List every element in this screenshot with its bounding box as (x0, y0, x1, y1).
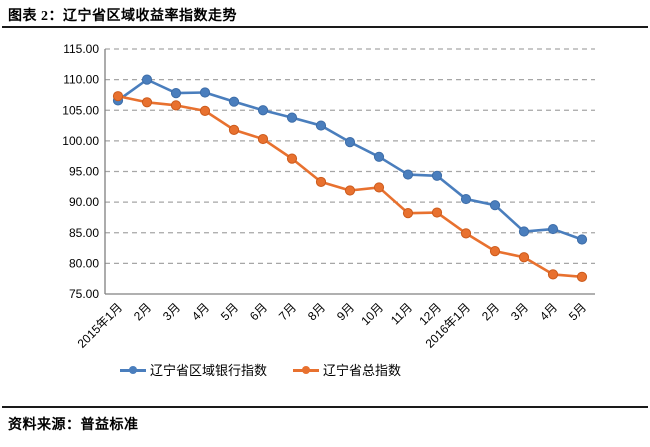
legend-label-regional-bank-index: 辽宁省区域银行指数 (150, 363, 268, 378)
source-note: 资料来源：普益标准 (8, 418, 139, 433)
axes (104, 49, 595, 295)
svg-text:9月: 9月 (334, 300, 357, 323)
series-regional-bank-index (112, 74, 588, 245)
svg-text:2015年1月: 2015年1月 (75, 300, 125, 350)
bottom-divider (2, 406, 648, 408)
svg-text:75.00: 75.00 (69, 287, 99, 301)
svg-text:5月: 5月 (566, 300, 589, 323)
svg-text:3月: 3月 (508, 300, 531, 323)
y-axis-labels: 115.00 110.00 105.00 100.00 95.00 90.00 85.00 8… (62, 42, 99, 301)
svg-text:5月: 5月 (218, 300, 241, 323)
svg-text:100.00: 100.00 (62, 134, 99, 148)
series-total-index (112, 91, 588, 282)
svg-text:8月: 8月 (305, 300, 328, 323)
top-divider (2, 26, 648, 28)
line-dot-marker-icon (293, 365, 320, 375)
legend-item-regional-bank-index: 辽宁省区域银行指数 (120, 360, 267, 379)
svg-text:105.00: 105.00 (62, 103, 99, 117)
svg-text:110.00: 110.00 (63, 73, 99, 87)
svg-text:85.00: 85.00 (69, 226, 99, 240)
svg-text:80.00: 80.00 (69, 256, 99, 270)
legend-item-total-index: 辽宁省总指数 (293, 360, 401, 379)
chart-legend: 辽宁省区域银行指数 辽宁省总指数 (120, 360, 401, 379)
svg-text:95.00: 95.00 (69, 165, 99, 179)
svg-text:11月: 11月 (388, 300, 415, 327)
svg-text:2月: 2月 (479, 300, 502, 323)
svg-text:3月: 3月 (160, 300, 183, 323)
svg-text:7月: 7月 (276, 300, 299, 323)
line-dot-marker-icon (120, 365, 146, 375)
svg-text:6月: 6月 (247, 300, 270, 323)
svg-text:115.00: 115.00 (63, 42, 99, 56)
svg-text:4月: 4月 (537, 300, 560, 323)
legend-label-total-index: 辽宁省总指数 (323, 363, 402, 378)
svg-text:10月: 10月 (358, 300, 386, 328)
svg-text:90.00: 90.00 (69, 195, 99, 209)
svg-text:4月: 4月 (189, 300, 212, 323)
svg-text:2月: 2月 (131, 300, 154, 323)
chart-title: 图表 2：辽宁省区域收益率指数走势 (8, 9, 237, 24)
